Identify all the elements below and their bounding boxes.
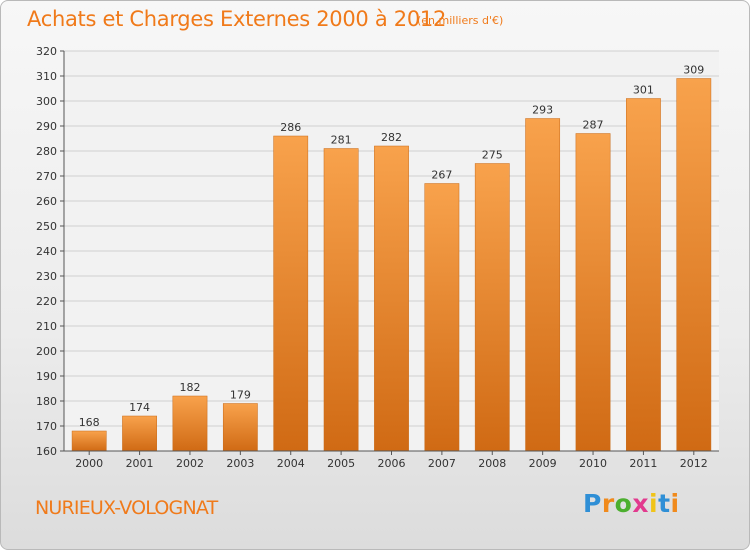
bar-2005 [323,148,359,452]
y-tick-label: 220 [36,295,57,308]
y-tick-label: 310 [36,70,57,83]
logo-letter: P [583,489,602,518]
bars: 168 174 182 179 286 281 282 267 275 293 287 301 309 [71,64,712,452]
y-tick-label: 160 [36,445,57,458]
y-tick-label: 280 [36,145,57,158]
bar-2008 [474,163,510,452]
x-tick-label: 2012 [680,457,708,470]
bar-2011 [626,98,661,452]
bar-2001 [122,415,157,452]
bar-2009 [525,118,561,452]
x-tick-label: 2001 [126,457,154,470]
x-tick-label: 2009 [529,457,557,470]
y-axis: 160 170 180 190 200 210 220 230 240 250 260 270 280 2… [36,45,65,458]
value-label: 281 [331,134,352,147]
bar-2010 [575,133,611,452]
proxiti-logo: Proxiti [583,489,680,518]
x-tick-label: 2011 [629,457,657,470]
logo-letter: i [670,489,680,518]
value-label: 286 [280,121,301,134]
value-label: 182 [179,381,200,394]
logo-letter: o [614,489,633,518]
y-tick-label: 210 [36,320,57,333]
y-tick-label: 170 [36,420,57,433]
y-tick-label: 200 [36,345,57,358]
bar-2004 [273,135,309,452]
logo-letter: i [649,489,659,518]
value-label: 174 [129,401,150,414]
value-label: 275 [482,149,503,162]
value-label: 282 [381,131,402,144]
y-tick-label: 300 [36,95,57,108]
y-tick-label: 180 [36,395,57,408]
x-tick-label: 2004 [277,457,305,470]
logo-letter: t [658,489,671,518]
value-label: 168 [79,416,100,429]
x-tick-label: 2005 [327,457,355,470]
x-tick-label: 2007 [428,457,456,470]
y-tick-label: 230 [36,270,57,283]
value-label: 301 [633,84,654,97]
x-tick-label: 2002 [176,457,204,470]
commune-name: NURIEUX-VOLOGNAT [35,497,218,519]
value-label: 293 [532,104,553,117]
logo-letter: x [632,489,649,518]
x-tick-label: 2003 [226,457,254,470]
value-label: 287 [583,119,604,132]
y-tick-label: 290 [36,120,57,133]
value-label: 267 [431,169,452,182]
y-tick-label: 270 [36,170,57,183]
chart-title: Achats et Charges Externes 2000 à 2012 [27,7,447,31]
bar-2012 [676,78,712,452]
x-tick-label: 2008 [478,457,506,470]
x-axis: 2000 2001 2002 2003 2004 2005 2006 2007 2008 2009… [64,450,719,470]
bar-2000 [71,430,107,452]
value-label: 179 [230,389,251,402]
y-tick-label: 320 [36,45,57,58]
value-label: 309 [683,64,704,77]
bar-2007 [424,183,460,452]
x-tick-label: 2000 [75,457,103,470]
bar-2002 [172,395,208,452]
bar-2006 [374,145,409,452]
y-tick-label: 250 [36,220,57,233]
y-tick-label: 190 [36,370,57,383]
x-tick-label: 2010 [579,457,607,470]
chart-subtitle: (en milliers d'€) [417,14,504,27]
y-tick-label: 260 [36,195,57,208]
x-tick-label: 2006 [378,457,406,470]
y-tick-label: 240 [36,245,57,258]
logo-letter: r [601,489,615,518]
bar-2003 [222,403,258,452]
